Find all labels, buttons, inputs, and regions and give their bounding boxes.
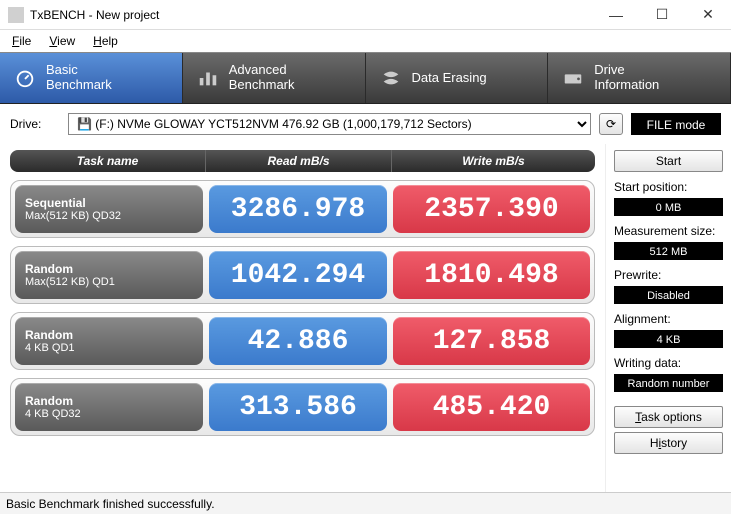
tab-data-erasing[interactable]: Data Erasing bbox=[366, 53, 549, 103]
menu-view[interactable]: View bbox=[41, 32, 83, 50]
menubar: File View Help bbox=[0, 30, 731, 52]
status-bar: Basic Benchmark finished successfully. bbox=[0, 492, 731, 514]
gauge-icon bbox=[14, 67, 36, 89]
write-value: 485.420 bbox=[393, 383, 590, 431]
status-text: Basic Benchmark finished successfully. bbox=[6, 497, 215, 511]
start-position-value[interactable]: 0 MB bbox=[614, 198, 723, 216]
erase-icon bbox=[380, 67, 402, 89]
task-options-button[interactable]: Task options bbox=[614, 406, 723, 428]
drive-select[interactable]: 💾 (F:) NVMe GLOWAY YCT512NVM 476.92 GB (… bbox=[68, 113, 591, 135]
drive-icon bbox=[562, 67, 584, 89]
tab-basic-benchmark[interactable]: BasicBenchmark bbox=[0, 53, 183, 103]
column-headers: Task name Read mB/s Write mB/s bbox=[10, 150, 595, 172]
titlebar: TxBENCH - New project — ☐ ✕ bbox=[0, 0, 731, 30]
header-read: Read mB/s bbox=[206, 150, 392, 172]
read-value: 313.586 bbox=[209, 383, 387, 431]
alignment-value[interactable]: 4 KB bbox=[614, 330, 723, 348]
benchmark-row: Random 4 KB QD1 42.886 127.858 bbox=[10, 312, 595, 370]
tab-label: BasicBenchmark bbox=[46, 63, 112, 93]
prewrite-label: Prewrite: bbox=[614, 268, 723, 282]
menu-file[interactable]: File bbox=[4, 32, 39, 50]
window-title: TxBENCH - New project bbox=[30, 8, 593, 22]
writing-data-label: Writing data: bbox=[614, 356, 723, 370]
settings-panel: Start Start position: 0 MB Measurement s… bbox=[605, 144, 731, 494]
tab-label: AdvancedBenchmark bbox=[229, 63, 295, 93]
minimize-button[interactable]: — bbox=[593, 0, 639, 30]
task-name-box[interactable]: Random 4 KB QD32 bbox=[15, 383, 203, 431]
drive-label: Drive: bbox=[10, 117, 60, 131]
start-position-label: Start position: bbox=[614, 180, 723, 194]
tab-label: DriveInformation bbox=[594, 63, 659, 93]
benchmark-row: Sequential Max(512 KB) QD32 3286.978 235… bbox=[10, 180, 595, 238]
measurement-size-label: Measurement size: bbox=[614, 224, 723, 238]
drive-row: Drive: 💾 (F:) NVMe GLOWAY YCT512NVM 476.… bbox=[0, 104, 731, 144]
task-name-box[interactable]: Random 4 KB QD1 bbox=[15, 317, 203, 365]
app-icon bbox=[8, 7, 24, 23]
task-name-box[interactable]: Sequential Max(512 KB) QD32 bbox=[15, 185, 203, 233]
read-value: 1042.294 bbox=[209, 251, 387, 299]
maximize-button[interactable]: ☐ bbox=[639, 0, 685, 30]
close-button[interactable]: ✕ bbox=[685, 0, 731, 30]
alignment-label: Alignment: bbox=[614, 312, 723, 326]
read-value: 42.886 bbox=[209, 317, 387, 365]
writing-data-value[interactable]: Random number bbox=[614, 374, 723, 392]
write-value: 2357.390 bbox=[393, 185, 590, 233]
file-mode-button[interactable]: FILE mode bbox=[631, 113, 721, 135]
benchmark-row: Random 4 KB QD32 313.586 485.420 bbox=[10, 378, 595, 436]
menu-help[interactable]: Help bbox=[85, 32, 126, 50]
write-value: 127.858 bbox=[393, 317, 590, 365]
prewrite-value[interactable]: Disabled bbox=[614, 286, 723, 304]
read-value: 3286.978 bbox=[209, 185, 387, 233]
history-button[interactable]: History bbox=[614, 432, 723, 454]
measurement-size-value[interactable]: 512 MB bbox=[614, 242, 723, 260]
benchmark-panel: Task name Read mB/s Write mB/s Sequentia… bbox=[0, 144, 605, 494]
header-task: Task name bbox=[10, 150, 206, 172]
tabbar: BasicBenchmark AdvancedBenchmark Data Er… bbox=[0, 52, 731, 104]
refresh-button[interactable]: ⟳ bbox=[599, 113, 623, 135]
write-value: 1810.498 bbox=[393, 251, 590, 299]
header-write: Write mB/s bbox=[392, 150, 595, 172]
tab-drive-information[interactable]: DriveInformation bbox=[548, 53, 731, 103]
benchmark-row: Random Max(512 KB) QD1 1042.294 1810.498 bbox=[10, 246, 595, 304]
bars-icon bbox=[197, 67, 219, 89]
tab-label: Data Erasing bbox=[412, 71, 487, 86]
start-button[interactable]: Start bbox=[614, 150, 723, 172]
task-name-box[interactable]: Random Max(512 KB) QD1 bbox=[15, 251, 203, 299]
tab-advanced-benchmark[interactable]: AdvancedBenchmark bbox=[183, 53, 366, 103]
